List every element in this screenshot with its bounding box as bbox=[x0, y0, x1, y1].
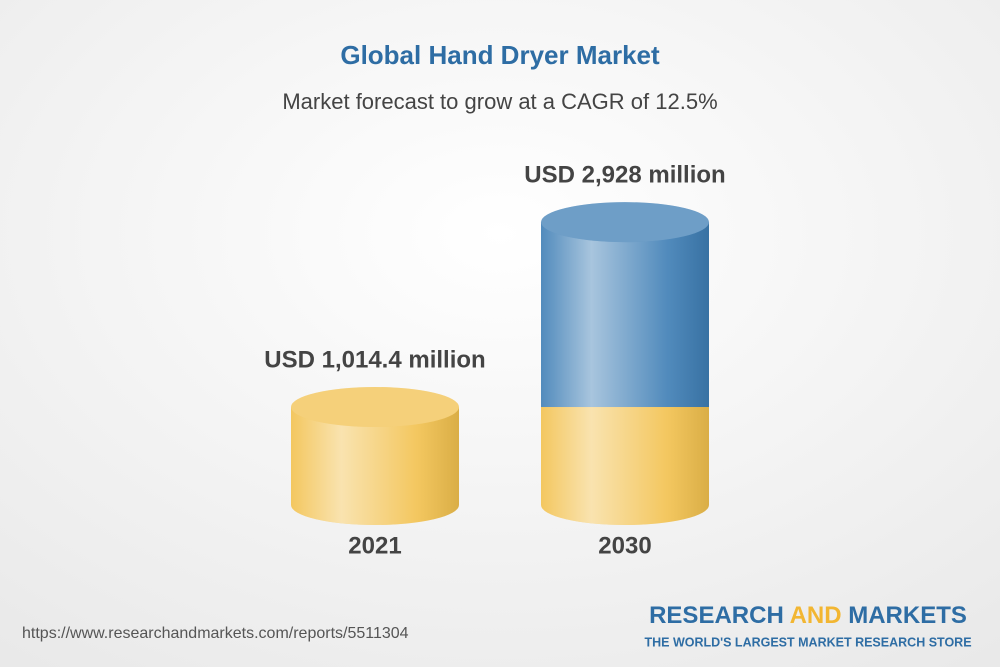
value-label: USD 1,014.4 million bbox=[264, 346, 485, 373]
cylinder-shade bbox=[541, 222, 709, 408]
cylinder-top bbox=[291, 387, 459, 428]
logo-word: AND bbox=[790, 602, 842, 629]
chart-subtitle: Market forecast to grow at a CAGR of 12.… bbox=[282, 89, 717, 114]
cylinder-top-light bbox=[541, 202, 709, 243]
x-tick-label: 2030 bbox=[598, 532, 651, 559]
x-tick-label: 2021 bbox=[348, 532, 401, 559]
cylinder-top bbox=[541, 202, 709, 243]
logo: RESEARCH AND MARKETS bbox=[649, 602, 967, 629]
chart-title: Global Hand Dryer Market bbox=[340, 40, 660, 70]
source-url: https://www.researchandmarkets.com/repor… bbox=[22, 625, 409, 642]
logo-tagline: THE WORLD'S LARGEST MARKET RESEARCH STOR… bbox=[644, 635, 971, 649]
logo-word: MARKETS bbox=[848, 602, 967, 629]
logo-word: RESEARCH bbox=[649, 602, 784, 629]
cylinder-shade bbox=[541, 407, 709, 505]
value-label: USD 2,928 million bbox=[524, 161, 725, 188]
cylinder-top-light bbox=[291, 387, 459, 428]
